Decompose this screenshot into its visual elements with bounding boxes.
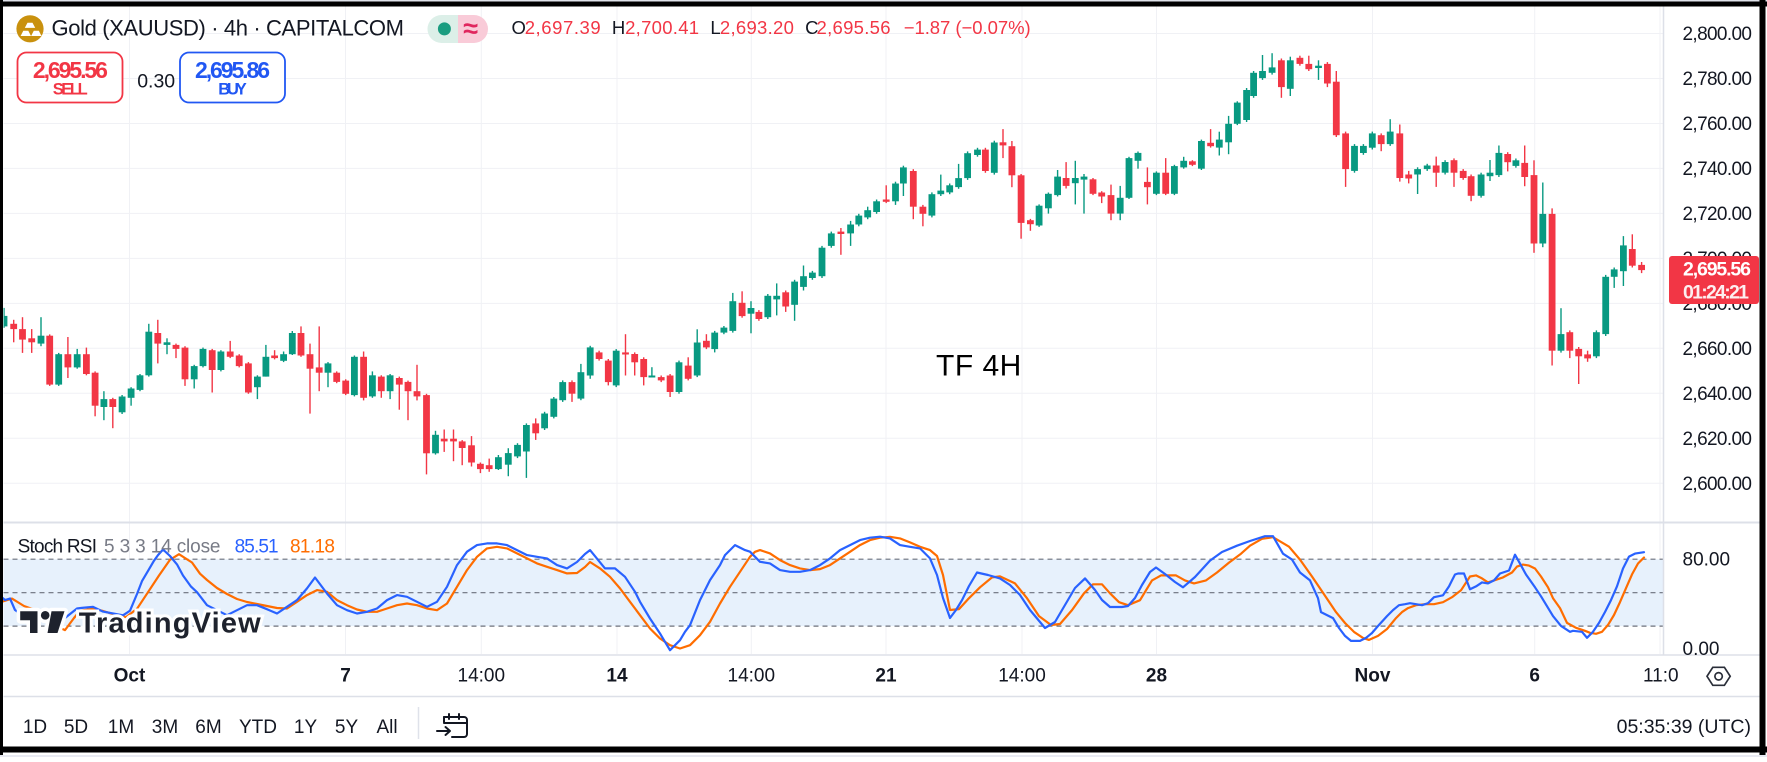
svg-text:05:35:39 (UTC): 05:35:39 (UTC) bbox=[1617, 716, 1751, 738]
svg-text:14:00: 14:00 bbox=[998, 666, 1046, 687]
svg-text:Gold (XAUUSD) · 4h · CAPITALCO: Gold (XAUUSD) · 4h · CAPITALCOM bbox=[52, 16, 405, 41]
svg-text:1Y: 1Y bbox=[294, 717, 318, 738]
svg-text:0.00: 0.00 bbox=[1683, 639, 1720, 660]
svg-text:6M: 6M bbox=[195, 717, 221, 738]
svg-text:2,740.00: 2,740.00 bbox=[1683, 159, 1753, 180]
svg-text:81.18: 81.18 bbox=[290, 537, 335, 558]
svg-text:1M: 1M bbox=[108, 717, 134, 738]
svg-text:All: All bbox=[376, 717, 397, 738]
svg-text:2,695.56: 2,695.56 bbox=[817, 17, 891, 38]
svg-text:Nov: Nov bbox=[1355, 666, 1391, 687]
svg-text:−1.87 (−0.07%): −1.87 (−0.07%) bbox=[904, 17, 1031, 38]
svg-text:2,720.00: 2,720.00 bbox=[1683, 204, 1753, 225]
svg-text:Oct: Oct bbox=[114, 666, 146, 687]
svg-text:2,600.00: 2,600.00 bbox=[1683, 474, 1753, 495]
svg-text:O: O bbox=[512, 17, 526, 38]
svg-text:6: 6 bbox=[1529, 666, 1540, 687]
svg-text:14:00: 14:00 bbox=[728, 666, 776, 687]
svg-text:2,800.00: 2,800.00 bbox=[1683, 24, 1753, 45]
svg-text:5Y: 5Y bbox=[335, 717, 359, 738]
svg-text:2,697.39: 2,697.39 bbox=[525, 17, 601, 38]
svg-text:2,620.00: 2,620.00 bbox=[1683, 429, 1753, 450]
svg-text:80.00: 80.00 bbox=[1683, 550, 1731, 571]
svg-text:2,695.56: 2,695.56 bbox=[33, 57, 108, 83]
svg-text:85.51: 85.51 bbox=[235, 537, 279, 558]
svg-text:21: 21 bbox=[875, 666, 897, 687]
svg-text:11:0: 11:0 bbox=[1643, 666, 1679, 687]
svg-text:2,693.20: 2,693.20 bbox=[720, 17, 794, 38]
svg-text:2,640.00: 2,640.00 bbox=[1683, 384, 1753, 405]
svg-text:2,780.00: 2,780.00 bbox=[1683, 69, 1753, 90]
svg-text:H: H bbox=[612, 17, 625, 38]
svg-text:28: 28 bbox=[1146, 666, 1167, 687]
svg-text:YTD: YTD bbox=[239, 717, 277, 738]
svg-text:2,700.41: 2,700.41 bbox=[625, 17, 699, 38]
svg-text:BUY: BUY bbox=[218, 81, 247, 99]
svg-text:14: 14 bbox=[606, 666, 628, 687]
svg-text:C: C bbox=[805, 17, 818, 38]
svg-text:3M: 3M bbox=[152, 717, 178, 738]
svg-text:TradingView: TradingView bbox=[79, 608, 261, 640]
svg-text:2,760.00: 2,760.00 bbox=[1683, 114, 1753, 135]
svg-text:L: L bbox=[710, 17, 720, 38]
svg-text:2,660.00: 2,660.00 bbox=[1683, 339, 1753, 360]
svg-text:0.30: 0.30 bbox=[137, 70, 175, 92]
svg-text:2,695.86: 2,695.86 bbox=[195, 57, 270, 83]
svg-text:1D: 1D bbox=[23, 717, 47, 738]
svg-text:≈: ≈ bbox=[463, 14, 478, 44]
svg-text:TF 4H: TF 4H bbox=[936, 350, 1022, 383]
svg-text:Stoch RSI: Stoch RSI bbox=[18, 537, 97, 558]
svg-text:5 3 3 14 close: 5 3 3 14 close bbox=[104, 537, 221, 558]
svg-text:7: 7 bbox=[340, 666, 351, 687]
svg-text:5D: 5D bbox=[64, 717, 88, 738]
svg-text:14:00: 14:00 bbox=[458, 666, 506, 687]
svg-text:2,695.56: 2,695.56 bbox=[1683, 259, 1751, 281]
svg-text:SELL: SELL bbox=[53, 81, 88, 99]
svg-text:01:24:21: 01:24:21 bbox=[1683, 282, 1749, 304]
